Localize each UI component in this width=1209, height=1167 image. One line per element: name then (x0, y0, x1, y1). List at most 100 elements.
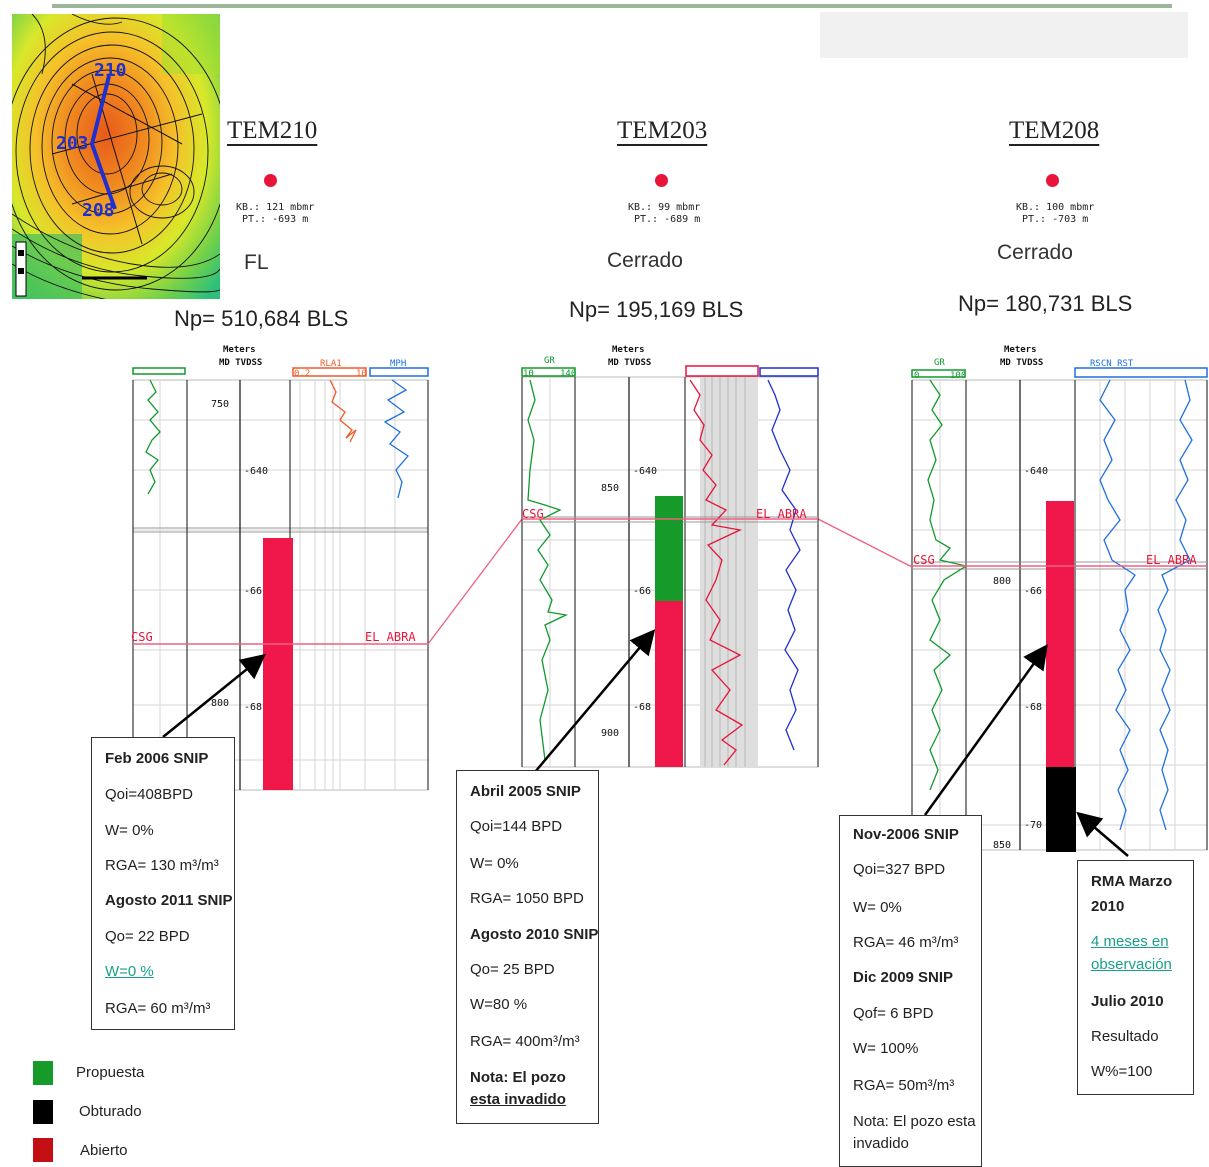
well-status-tem210: FL (244, 251, 269, 274)
well-pt-tem210: PT.: -693 m (242, 214, 309, 225)
info-tem210-w1: W= 0% (105, 822, 154, 839)
interval-plugged-tem208 (1046, 767, 1076, 852)
map-label-208: 208 (82, 200, 115, 221)
info-tem208-event2: Dic 2009 SNIP (853, 969, 954, 986)
well-pt-tem208: PT.: -703 m (1022, 214, 1089, 225)
well-kb-tem210: KB.: 121 mbmr (236, 202, 315, 213)
well-status-tem203: Cerrado (607, 249, 683, 272)
info-tem203-rga2: RGA= 400m³/m³ (470, 1033, 580, 1050)
well-np-tem210: Np= 510,684 BLS (174, 306, 349, 331)
map-label-210: 210 (94, 60, 127, 81)
info-tem210-qoi: Qoi=408BPD (105, 786, 193, 803)
info-box-tem210: Feb 2006 SNIP Qoi=408BPD W= 0% RGA= 130 … (91, 737, 235, 1030)
map-label-203: 203 (56, 133, 89, 154)
structure-map: 210 203 208 (12, 14, 220, 299)
track2-gr-max: 140 (560, 369, 576, 379)
track1-depth-66: -66 (244, 586, 262, 597)
info-tem210-rga1: RGA= 130 m³/m³ (105, 857, 219, 874)
info-tem203-note2: esta invadido (470, 1091, 566, 1108)
legend-label-abierto: Abierto (80, 1142, 128, 1159)
track2-gr-min: 10 (523, 369, 534, 379)
info-tem208-note2: invadido (853, 1135, 909, 1152)
info-tem203-rga1: RGA= 1050 BPD (470, 890, 584, 907)
arrow-box4 (1076, 811, 1129, 857)
info-box-rma: RMA Marzo 2010 4 meses en observación Ju… (1077, 860, 1194, 1095)
well-title-tem210: TEM210 (227, 117, 318, 144)
track3-curve-rscn: RSCN_RST (1090, 359, 1134, 369)
info-rma-title1: RMA Marzo (1091, 873, 1173, 890)
track3-gr-max: 100 (950, 371, 966, 381)
track2-depth-68: -68 (633, 702, 651, 713)
interval-proposed-tem203 (655, 496, 683, 601)
track3-depth-640: -640 (1024, 466, 1048, 477)
track3-gr-min: 0 (914, 371, 919, 381)
track1-depth-640: -640 (244, 466, 268, 477)
track1-header-depth: MD TVDSS (219, 358, 262, 368)
info-tem203-qo: Qo= 25 BPD (470, 961, 555, 978)
well-np-tem203: Np= 195,169 BLS (569, 297, 744, 322)
info-tem203-w2: W=80 % (470, 996, 528, 1013)
correlation-line-1 (427, 518, 523, 645)
arrow-box3 (923, 643, 1048, 816)
track3-header-meters: Meters (1004, 345, 1037, 355)
info-tem208-event1: Nov-2006 SNIP (853, 826, 959, 843)
info-rma-title2: 2010 (1091, 898, 1125, 915)
info-tem210-rga2: RGA= 60 m³/m³ (105, 1000, 211, 1017)
info-tem210-w2-link[interactable]: W=0 % (105, 963, 154, 980)
track2-depth-850: 850 (601, 483, 619, 494)
track2-csg-label: CSG (522, 507, 544, 521)
track2-header-meters: Meters (612, 345, 645, 355)
track1-range-max: 10 (356, 369, 367, 379)
info-rma-link1[interactable]: 4 meses en (1091, 933, 1169, 950)
track1-depth-750: 750 (211, 399, 229, 410)
track3-depth-800: 800 (993, 576, 1011, 587)
track1-csg-label: CSG (131, 630, 153, 644)
well-marker-tem210 (264, 174, 277, 187)
track2-depth-900: 900 (601, 728, 619, 739)
well-kb-tem208: KB.: 100 mbmr (1016, 202, 1095, 213)
info-tem203-qoi: Qoi=144 BPD (470, 818, 563, 835)
top-divider (52, 4, 1172, 8)
legend-swatch-obturado (33, 1100, 53, 1124)
info-tem208-qof: Qof= 6 BPD (853, 1005, 934, 1022)
info-tem208-rga2: RGA= 50m³/m³ (853, 1077, 955, 1094)
legend-swatch-propuesta (33, 1061, 53, 1085)
interval-open-tem210 (263, 538, 293, 790)
info-tem203-w1: W= 0% (470, 855, 519, 872)
well-kb-tem203: KB.: 99 mbmr (628, 202, 701, 213)
info-tem208-w2: W= 100% (853, 1040, 919, 1057)
info-tem208-rga1: RGA= 46 m³/m³ (853, 934, 959, 951)
track1-curve-rla1: RLA1 (320, 359, 342, 369)
arrow-box1 (162, 653, 266, 738)
track2-depth-640: -640 (633, 466, 657, 477)
info-box-tem203: Abril 2005 SNIP Qoi=144 BPD W= 0% RGA= 1… (456, 770, 599, 1124)
well-marker-tem203 (655, 174, 668, 187)
info-tem208-qoi: Qoi=327 BPD (853, 861, 946, 878)
legend-label-obturado: Obturado (79, 1103, 142, 1120)
info-tem203-event1: Abril 2005 SNIP (470, 783, 581, 800)
well-title-tem208: TEM208 (1009, 117, 1100, 144)
interval-open-tem203 (655, 601, 683, 767)
info-rma-link2[interactable]: observación (1091, 956, 1172, 973)
track2-curve-gr: GR (544, 356, 555, 366)
well-title-tem203: TEM203 (617, 117, 708, 144)
info-tem210-qo: Qo= 22 BPD (105, 928, 190, 945)
log-track-tem210: RLA1 MPH 0.2 10 Meters MD TVDSS 750 -640… (131, 345, 429, 791)
info-tem203-note1: Nota: El pozo (470, 1069, 566, 1086)
info-tem208-note1: Nota: El pozo esta (853, 1113, 976, 1130)
track1-depth-800: 800 (211, 698, 229, 709)
well-np-tem208: Np= 180,731 BLS (958, 291, 1133, 316)
info-rma-julio: Julio 2010 (1091, 993, 1164, 1010)
info-rma-resultado: Resultado (1091, 1028, 1159, 1045)
track3-depth-68: -68 (1024, 702, 1042, 713)
log-track-tem203: GR 10 140 Meters MD TVDSS -640 850 -66 -… (521, 345, 819, 768)
track3-depth-70: -70 (1024, 820, 1042, 831)
track1-depth-68: -68 (244, 702, 262, 713)
well-pt-tem203: PT.: -689 m (634, 214, 701, 225)
interval-open-tem208 (1046, 501, 1074, 767)
track1-range-min: 0.2 (294, 369, 310, 379)
info-tem203-event2: Agosto 2010 SNIP (470, 926, 599, 943)
track3-depth-850: 850 (993, 840, 1011, 851)
info-tem210-event2: Agosto 2011 SNIP (105, 892, 233, 909)
